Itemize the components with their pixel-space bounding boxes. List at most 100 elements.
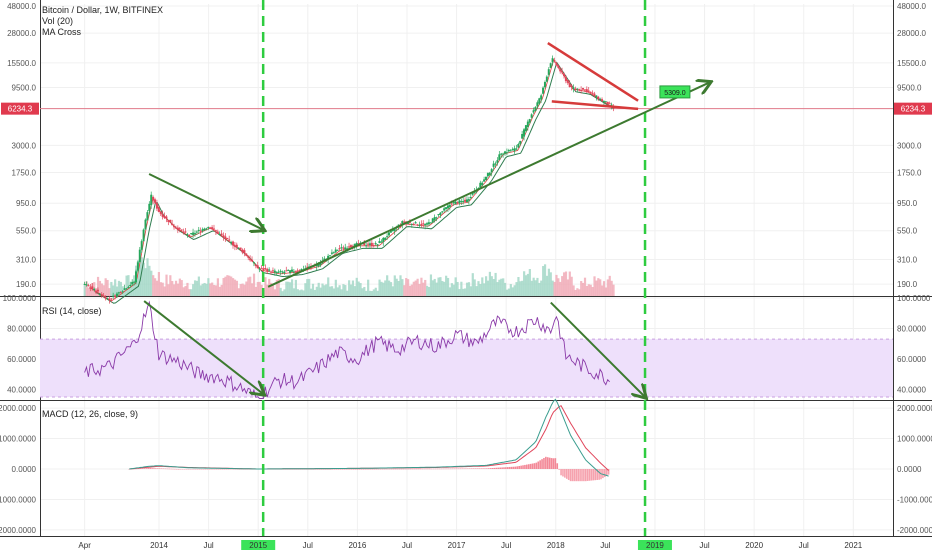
macd-histogram-bar bbox=[322, 469, 325, 470]
volume-bar bbox=[104, 278, 107, 296]
volume-bar bbox=[108, 288, 111, 296]
volume-bar bbox=[254, 286, 258, 296]
macd-legend[interactable]: MACD (12, 26, close, 9) bbox=[42, 409, 139, 419]
candle-body bbox=[171, 223, 174, 226]
indicator-vol[interactable]: Vol (20) bbox=[42, 16, 74, 26]
volume-bar bbox=[289, 282, 292, 296]
candle-body bbox=[100, 294, 103, 296]
candle-body bbox=[294, 270, 297, 272]
macd-histogram-bar bbox=[332, 469, 334, 470]
price-axis-tick-left: 550.0 bbox=[16, 227, 37, 236]
volume-bar bbox=[429, 274, 433, 296]
candle-body bbox=[83, 283, 86, 285]
candle-body bbox=[199, 230, 202, 232]
macd-axis-tick-left: 1000.0000 bbox=[0, 435, 37, 444]
candle-body bbox=[277, 271, 280, 273]
volume-bar bbox=[329, 286, 332, 296]
price-axis-tick-right: 9500.0 bbox=[897, 83, 922, 92]
macd-histogram-bar bbox=[177, 468, 180, 470]
volume-bar bbox=[604, 287, 608, 296]
price-axis-tick-left: 950.0 bbox=[16, 199, 37, 208]
macd-histogram-bar bbox=[170, 468, 172, 470]
candle-body bbox=[89, 287, 92, 289]
x-axis-tick: Jul bbox=[699, 541, 709, 550]
macd-histogram-bar bbox=[157, 468, 159, 469]
candle-body bbox=[247, 256, 250, 258]
volume-bar bbox=[351, 280, 355, 296]
macd-histogram-bar bbox=[487, 468, 490, 469]
macd-histogram-bar bbox=[421, 468, 424, 470]
macd-histogram-bar bbox=[602, 469, 604, 479]
x-axis-tick: 2018 bbox=[547, 541, 565, 550]
candle-body bbox=[483, 179, 486, 182]
macd-histogram-bar bbox=[594, 469, 597, 481]
volume-bar bbox=[399, 275, 402, 296]
candle-body bbox=[547, 69, 550, 75]
candle-body bbox=[110, 298, 113, 300]
candle-body bbox=[205, 228, 208, 230]
volume-bar bbox=[167, 284, 170, 296]
candle-body bbox=[348, 246, 351, 248]
indicator-ma-cross[interactable]: MA Cross bbox=[42, 27, 82, 37]
macd-histogram-bar bbox=[394, 468, 397, 470]
macd-histogram-bar bbox=[377, 468, 380, 470]
macd-axis-tick-right: -2000.0000 bbox=[897, 526, 932, 535]
rsi-legend[interactable]: RSI (14, close) bbox=[42, 306, 102, 316]
candle-body bbox=[180, 229, 183, 231]
x-axis-tick: 2020 bbox=[745, 541, 763, 550]
macd-histogram-bar bbox=[370, 468, 372, 470]
candle-body bbox=[174, 227, 177, 229]
volume-bar bbox=[610, 280, 613, 296]
candle-body bbox=[289, 270, 292, 273]
candle-body bbox=[228, 239, 231, 241]
volume-bar bbox=[545, 275, 549, 296]
candle-body bbox=[484, 176, 487, 181]
candle-body bbox=[209, 227, 212, 229]
volume-bar bbox=[218, 286, 221, 296]
macd-histogram-bar bbox=[383, 468, 385, 470]
macd-histogram-bar bbox=[440, 468, 443, 470]
candle-body bbox=[549, 63, 552, 68]
candle-body bbox=[342, 247, 345, 249]
volume-bar bbox=[230, 276, 233, 296]
chart-title[interactable]: Bitcoin / Dollar, 1W, BITFINEX bbox=[42, 5, 164, 15]
candle-body bbox=[608, 102, 611, 104]
macd-histogram-bar bbox=[141, 468, 144, 469]
candle-body bbox=[296, 270, 299, 272]
macd-histogram-bar bbox=[411, 468, 414, 470]
volume-bar bbox=[543, 264, 547, 296]
rsi-axis-tick-left: 100.0000 bbox=[3, 294, 37, 303]
candle-body bbox=[154, 199, 157, 203]
volume-bar bbox=[336, 287, 339, 296]
macd-histogram-bar bbox=[137, 468, 140, 470]
volume-bar bbox=[391, 286, 394, 296]
candle-body bbox=[193, 233, 196, 235]
volume-bar bbox=[492, 279, 495, 296]
candle-body bbox=[152, 196, 155, 201]
candle-body bbox=[450, 203, 453, 205]
volume-bar bbox=[564, 271, 568, 296]
candle-body bbox=[349, 245, 352, 248]
volume-bar bbox=[313, 289, 316, 296]
volume-bar bbox=[443, 281, 446, 296]
macd-histogram-bar bbox=[128, 469, 131, 470]
volume-bar bbox=[540, 280, 543, 296]
macd-histogram-bar bbox=[463, 468, 465, 470]
candle-body bbox=[441, 211, 444, 213]
macd-histogram-bar bbox=[495, 467, 498, 469]
macd-histogram-bar bbox=[577, 469, 579, 482]
rsi-axis-tick-right: 60.0000 bbox=[897, 355, 926, 364]
volume-bar bbox=[252, 273, 256, 296]
volume-bar bbox=[212, 284, 216, 296]
volume-bar bbox=[397, 280, 400, 296]
macd-histogram-bar bbox=[533, 463, 536, 469]
volume-bar bbox=[330, 286, 334, 296]
candle-body bbox=[498, 154, 501, 161]
candle-body bbox=[249, 258, 252, 261]
volume-bar bbox=[323, 285, 326, 296]
candle-body bbox=[422, 223, 425, 225]
candle-body bbox=[327, 255, 330, 260]
macd-histogram-bar bbox=[162, 468, 165, 470]
volume-bar bbox=[551, 280, 554, 296]
